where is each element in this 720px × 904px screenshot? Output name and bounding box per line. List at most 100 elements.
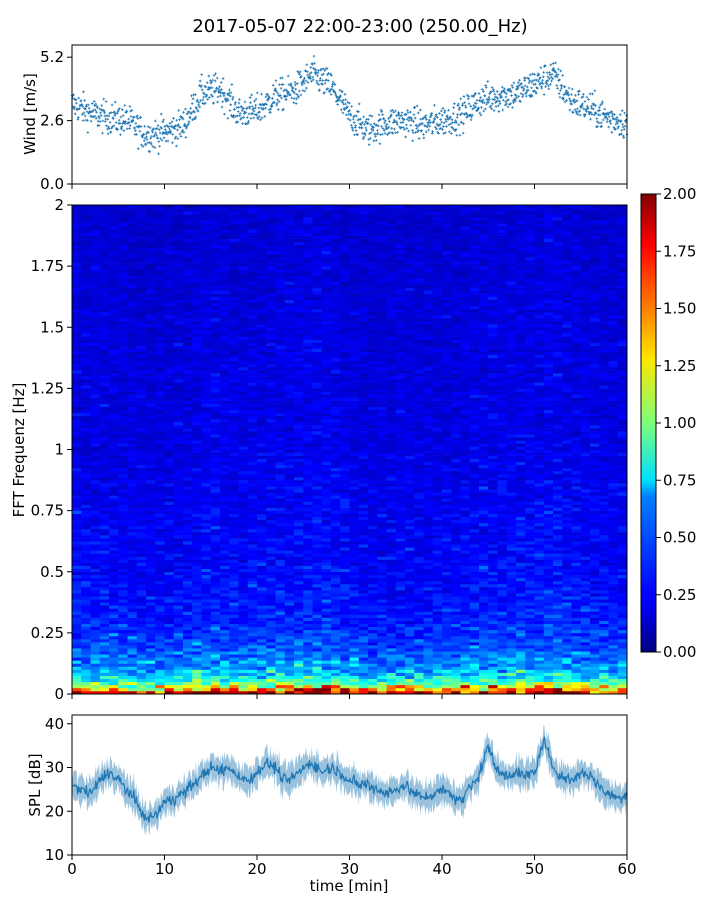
spectrogram-cell: [165, 520, 175, 523]
spectrogram-cell: [91, 566, 101, 569]
spectrogram-cell: [128, 654, 138, 657]
spectrogram-cell: [81, 501, 91, 504]
spectrogram-cell: [91, 431, 101, 434]
wind-point: [411, 119, 414, 122]
spectrogram-cell: [137, 593, 147, 596]
wind-point: [179, 133, 182, 136]
wind-point: [405, 124, 408, 127]
spectrogram-cell: [137, 272, 147, 275]
spectrogram-cell: [229, 624, 239, 627]
spectrogram-cell: [118, 523, 128, 526]
spectrogram-cell: [229, 330, 239, 333]
wind-point: [484, 95, 487, 98]
spectrogram-cell: [248, 526, 258, 529]
wind-point: [159, 137, 162, 140]
spectrogram-cell: [81, 266, 91, 269]
spectrogram-cell: [137, 468, 147, 471]
spectrogram-cell: [155, 315, 165, 318]
spectrogram-cell: [165, 670, 175, 673]
spectrogram-cell: [109, 391, 119, 394]
spectrogram-cell: [276, 563, 286, 566]
spectrogram-cell: [155, 239, 165, 242]
spectrogram-cell: [100, 666, 110, 669]
spectrogram-cell: [220, 645, 230, 648]
wind-point: [457, 103, 460, 106]
spectrogram-cell: [165, 315, 175, 318]
spectrogram-cell: [128, 269, 138, 272]
spectrogram-cell: [81, 303, 91, 306]
spectrogram-cell: [155, 590, 165, 593]
spectrogram-cell: [118, 272, 128, 275]
spectrogram-cell: [91, 486, 101, 489]
spectrogram-cell: [81, 459, 91, 462]
spectrogram-cell: [72, 257, 82, 260]
spectrogram-cell: [248, 248, 258, 251]
spectrogram-cell: [192, 627, 202, 630]
wind-point: [151, 131, 154, 134]
wind-point: [458, 107, 461, 110]
spectrogram-cell: [100, 263, 110, 266]
spectrogram-cell: [239, 532, 249, 535]
spectrogram-cell: [183, 517, 193, 520]
spectrogram-cell: [146, 651, 156, 654]
wind-point: [188, 121, 191, 124]
spectrogram-cell: [257, 679, 267, 682]
wind-point: [554, 62, 557, 65]
spectrogram-cell: [192, 428, 202, 431]
spectrogram-cell: [91, 462, 101, 465]
spectrogram-cell: [100, 315, 110, 318]
spectrogram-cell: [155, 670, 165, 673]
spectrogram-cell: [174, 248, 184, 251]
spectrogram-cell: [192, 618, 202, 621]
spectrogram-cell: [165, 367, 175, 370]
spectrogram-cell: [91, 379, 101, 382]
spectrogram-cell: [72, 673, 82, 676]
spectrogram-cell: [192, 670, 202, 673]
spectrogram-cell: [211, 281, 221, 284]
spectrogram-cell: [229, 437, 239, 440]
spectrogram-cell: [165, 251, 175, 254]
spectrogram-cell: [229, 495, 239, 498]
spectrogram-cell: [137, 517, 147, 520]
spectrogram-cell: [72, 639, 82, 642]
spectrogram-cell: [211, 578, 221, 581]
spectrogram-cell: [128, 349, 138, 352]
spectrogram-cell: [276, 624, 286, 627]
spectrogram-cell: [109, 358, 119, 361]
wind-point: [264, 115, 267, 118]
wind-point: [556, 87, 559, 90]
spectrogram-cell: [192, 666, 202, 669]
spectrogram-cell: [72, 621, 82, 624]
spectrogram-cell: [229, 651, 239, 654]
spectrogram-cell: [257, 229, 267, 232]
spectrogram-cell: [239, 605, 249, 608]
spectrogram-cell: [72, 584, 82, 587]
spectrogram-cell: [100, 553, 110, 556]
spectrogram-cell: [174, 236, 184, 239]
spectrogram-cell: [266, 450, 276, 453]
spectrogram-cell: [155, 257, 165, 260]
spectrogram-cell: [72, 645, 82, 648]
spectrogram-cell: [239, 459, 249, 462]
spectrogram-cell: [266, 248, 276, 251]
spectrogram-cell: [91, 624, 101, 627]
spectrogram-cell: [202, 578, 212, 581]
spectrogram-cell: [146, 382, 156, 385]
spectrogram-cell: [118, 618, 128, 621]
spectrogram-cell: [202, 376, 212, 379]
spectrogram-cell: [266, 428, 276, 431]
spectrogram-cell: [91, 416, 101, 419]
spectrogram-cell: [248, 578, 258, 581]
spectrogram-cell: [174, 498, 184, 501]
wind-point: [197, 110, 200, 113]
spectrogram-cell: [192, 330, 202, 333]
spectrogram-cell: [137, 410, 147, 413]
spectrogram-cell: [128, 630, 138, 633]
wind-point: [146, 138, 149, 141]
wind-point: [344, 103, 347, 106]
spectrogram-cell: [229, 670, 239, 673]
spectrogram-cell: [146, 284, 156, 287]
spectrogram-cell: [155, 248, 165, 251]
spectrogram-cell: [128, 453, 138, 456]
spectrogram-cell: [276, 526, 286, 529]
